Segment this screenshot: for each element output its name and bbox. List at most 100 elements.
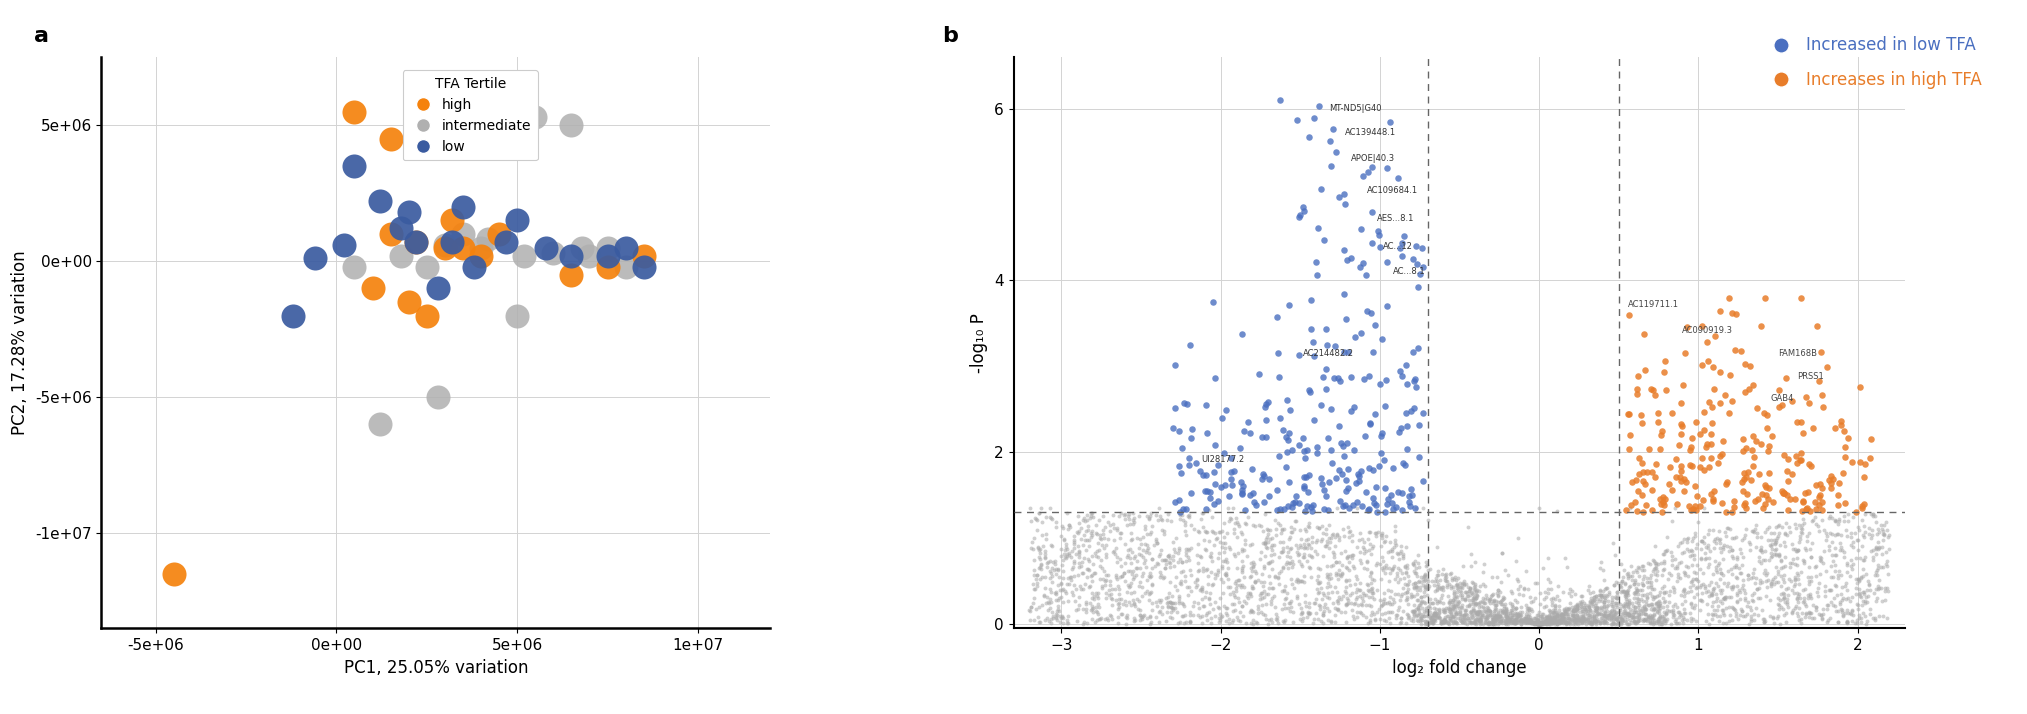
Point [1040,611,1072,623]
Point [1322,420,1354,431]
Point [1549,618,1581,629]
Point [1435,568,1468,579]
Point [1413,575,1445,587]
Point [1725,604,1757,615]
Point [1247,592,1279,603]
Point [1435,610,1468,621]
Point [1557,605,1589,617]
Point [1790,607,1822,618]
Point [1267,425,1299,436]
Point [1782,536,1814,547]
Point [1391,594,1423,605]
Point [1857,511,1889,522]
Point [1865,523,1897,535]
Point [1500,614,1532,625]
Point [1504,608,1536,620]
Point [1561,599,1593,610]
Point [1587,564,1620,575]
Point [1849,595,1881,607]
Point [1113,596,1145,608]
Point [1871,558,1903,570]
Point [1622,588,1654,599]
Point [1253,618,1285,629]
Point [1249,588,1281,600]
Point [1634,612,1666,623]
Point [1595,612,1628,623]
Point [1699,578,1731,589]
Point [1346,257,1378,268]
Point [1093,590,1125,601]
Point [1249,585,1281,597]
Point [1275,601,1307,613]
Point [1725,346,1757,357]
Point [1510,614,1543,625]
Point [1034,573,1066,584]
Point [1605,558,1638,570]
Point [1210,568,1243,579]
Point [1208,600,1241,612]
Point [1751,567,1784,578]
Point [1234,572,1267,583]
Point [1800,518,1832,530]
Point [1492,610,1524,622]
Point [1320,617,1352,628]
Point [1472,618,1504,629]
Point [1119,550,1151,561]
Point [1403,550,1435,561]
Point [1871,531,1903,543]
Point [1425,592,1457,603]
Point [1472,605,1504,616]
Point [1581,613,1613,624]
Point [1693,524,1725,536]
Point [1030,552,1062,563]
Point [1265,412,1297,423]
Point [1397,613,1429,624]
Point [1790,583,1822,595]
Point [1433,618,1466,629]
Point [1307,550,1340,562]
Point [1336,605,1368,616]
Point [1170,555,1202,566]
Point [1127,610,1159,621]
Point [1153,549,1186,560]
Point [1630,364,1662,376]
Point [1824,598,1857,610]
Point [1796,422,1828,433]
Point [1131,612,1163,623]
Point [1863,542,1895,553]
Point [1478,607,1510,618]
Point [1626,506,1658,518]
Point [1494,597,1526,608]
Point [1403,610,1435,621]
Point [1668,567,1701,578]
Point [1036,570,1068,582]
Point [1143,503,1176,514]
Point [1599,593,1632,604]
Point [1611,609,1644,620]
Point [1437,617,1470,628]
Point [1427,581,1459,593]
Point [1504,601,1536,613]
Point [1372,613,1405,624]
Point [1206,612,1238,623]
Point [1492,609,1524,620]
Point [1745,541,1778,553]
Point [1543,617,1575,628]
Point [1366,599,1399,610]
Point [1597,580,1630,591]
Point [1822,569,1855,580]
Point [1297,499,1330,511]
Point [1425,589,1457,600]
Point [1770,372,1802,383]
Point [1431,575,1463,587]
Point [1342,496,1374,507]
Point [1514,615,1547,627]
Point [1626,589,1658,600]
Point [1307,618,1340,629]
Point [1486,616,1518,628]
Point [1573,613,1605,625]
Point [1216,598,1249,609]
Point [1186,551,1218,563]
Point [1257,555,1289,566]
Point [1676,575,1709,586]
